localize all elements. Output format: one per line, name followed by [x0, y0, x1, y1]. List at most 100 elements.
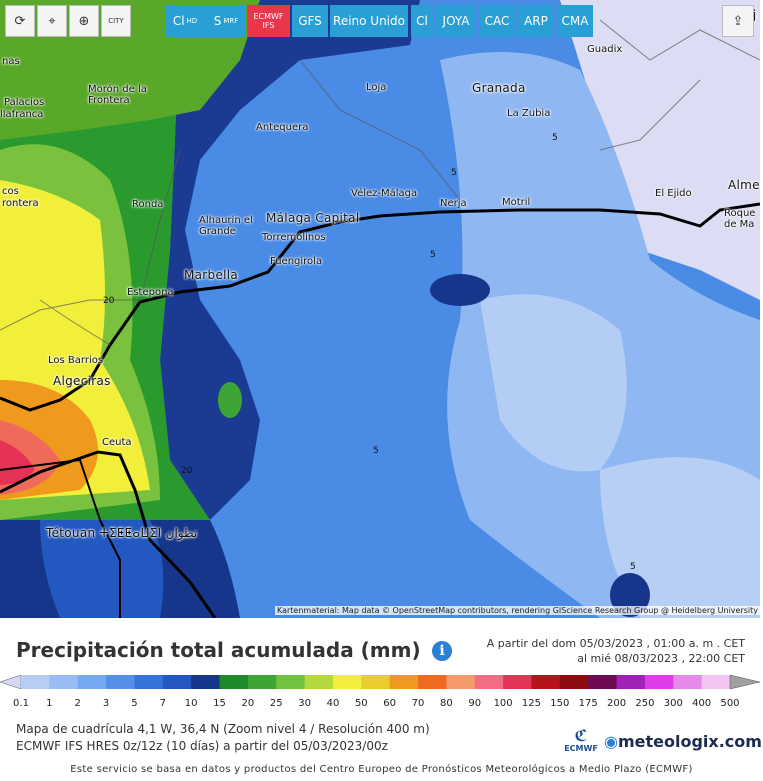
- colorbar-label: 3: [102, 698, 110, 709]
- contour-label: 5: [630, 562, 636, 572]
- model-sub: MRF: [223, 17, 239, 25]
- place-label: llafranca: [0, 109, 44, 120]
- place-label: Granada: [472, 81, 526, 95]
- colorbar-swatch: [77, 675, 107, 689]
- colorbar-swatch: [191, 675, 221, 689]
- place-label: Algeciras: [53, 374, 111, 388]
- colorbar-swatch: [304, 675, 334, 689]
- colorbar-label: 200: [607, 698, 627, 709]
- place-label: Morón de la Frontera: [88, 84, 147, 106]
- model-name: S: [213, 14, 222, 28]
- colorbar-swatch: [389, 675, 419, 689]
- map[interactable]: nas Palacios llafranca Morón de la Frontera…: [0, 0, 760, 618]
- zoom-button[interactable]: ⊕: [69, 5, 99, 37]
- colorbar-swatch: [247, 675, 277, 689]
- place-label: Marbella: [184, 268, 239, 282]
- info-line1: Mapa de cuadrícula 4,1 W, 36,4 N (Zoom n…: [16, 722, 430, 736]
- contour-label: 5: [430, 250, 436, 260]
- contour-label: 5: [451, 168, 457, 178]
- brand-text: meteologix.com: [617, 732, 762, 751]
- brand: ◉meteologix.com: [604, 732, 762, 751]
- location-button[interactable]: ⌖: [37, 5, 67, 37]
- map-canvas: [0, 0, 760, 618]
- colorbar-swatch: [503, 675, 532, 689]
- model-button[interactable]: CMA: [557, 5, 593, 37]
- model-name: CAC: [484, 14, 510, 28]
- colorbar-label: 90: [468, 698, 482, 709]
- place-label: Guadix: [587, 44, 623, 55]
- model-button[interactable]: ECMWF IFS: [247, 5, 290, 37]
- colorbar-label: 0.1: [13, 698, 29, 709]
- colorbar-label: 2: [74, 698, 81, 709]
- colorbar-swatch: [276, 675, 306, 689]
- place-label: Fuengirola: [270, 256, 323, 267]
- model-button[interactable]: Cl: [411, 5, 433, 37]
- colorbar-label: 150: [550, 698, 570, 709]
- place-label: Tétouan ⵜⵉⵟⵟⴰⵡⵉⵏ تطوان: [46, 526, 198, 540]
- colorbar-label: 15: [213, 698, 226, 709]
- colorbar-swatch: [162, 675, 192, 689]
- colorbar-label: 125: [521, 698, 542, 709]
- colorbar-label: 400: [692, 698, 712, 709]
- footer: Este servicio se basa en datos y product…: [70, 764, 693, 775]
- colorbar-swatch: [701, 675, 731, 689]
- colorbar-label: 50: [354, 698, 368, 709]
- model-button[interactable]: ARP: [518, 5, 554, 37]
- model-button[interactable]: GFS: [292, 5, 328, 37]
- model-name: ARP: [524, 14, 548, 28]
- colorbar-swatch: [446, 675, 476, 689]
- ecmwf-text: ECMWF: [564, 744, 598, 753]
- model-sub: HD: [186, 17, 198, 25]
- colorbar-swatch: [106, 675, 135, 689]
- time-to: al mié 08/03/2023 , 22:00 CET: [577, 652, 745, 665]
- colorbar-swatch: [134, 675, 164, 689]
- colorbar-label: 100: [493, 698, 513, 709]
- place-label: Málaga Capital: [266, 211, 360, 225]
- contour-label: 20: [181, 466, 193, 476]
- place-label: Antequera: [256, 122, 309, 133]
- city-button[interactable]: CITY: [101, 5, 131, 37]
- model-name: GFS: [298, 14, 322, 28]
- colorbar-swatch: [644, 675, 674, 689]
- model-name: Cl: [172, 14, 185, 28]
- place-label: Estepona: [127, 287, 174, 298]
- info-icon[interactable]: i: [432, 641, 452, 661]
- colorbar-label: 175: [578, 698, 598, 709]
- model-sub: IFS: [262, 21, 275, 30]
- share-button[interactable]: ⇪: [722, 5, 754, 37]
- colorbar-label: 40: [326, 698, 340, 709]
- model-button[interactable]: JOYA: [436, 5, 476, 37]
- colorbar-swatch: [559, 675, 589, 689]
- colorbar-arrow-left: [0, 674, 22, 690]
- colorbar-swatch: [531, 675, 561, 689]
- refresh-button[interactable]: ⟳: [5, 5, 35, 37]
- place-label: Loja: [366, 82, 387, 93]
- title: Precipitación total acumulada (mm): [16, 638, 421, 662]
- place-label: Los Barrios: [48, 355, 104, 366]
- model-button[interactable]: CAC: [479, 5, 515, 37]
- colorbar-swatch: [21, 675, 50, 689]
- model-name: Reino Unido: [333, 14, 405, 28]
- colorbar-label: 300: [663, 698, 683, 709]
- ecmwf-logo: ℭ ECMWF: [564, 726, 598, 754]
- place-label: Vélez-Málaga: [351, 188, 418, 199]
- model-button[interactable]: Reino Unido: [330, 5, 408, 37]
- colorbar-label: 5: [131, 698, 138, 709]
- model-name: Cl: [416, 14, 428, 28]
- model-button[interactable]: Cl HD: [165, 5, 205, 37]
- place-label: rontera: [2, 198, 39, 209]
- colorbar-swatch: [219, 675, 249, 689]
- model-button[interactable]: S MRF: [206, 5, 246, 37]
- place-label: Nerja: [440, 198, 467, 209]
- colorbar-swatch: [616, 675, 646, 689]
- colorbar-swatch: [588, 675, 618, 689]
- place-label: Ceuta: [102, 437, 132, 448]
- colorbar-label: 250: [635, 698, 655, 709]
- colorbar-label: 500: [720, 698, 740, 709]
- place-label: Palacios: [4, 97, 45, 108]
- colorbar-label: 60: [383, 698, 397, 709]
- time-from: A partir del dom 05/03/2023 , 01:00 a. m…: [486, 637, 745, 650]
- place-label: Motril: [502, 197, 531, 208]
- place-label: Torremolinos: [262, 232, 326, 243]
- colorbar-label: 70: [411, 698, 425, 709]
